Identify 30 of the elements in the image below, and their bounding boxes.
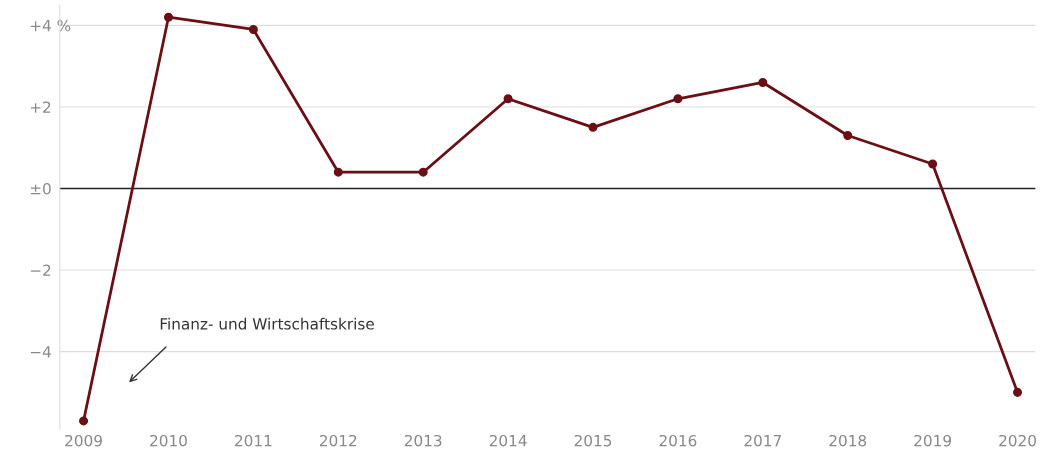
point: [79, 416, 89, 426]
x-tick-label: 2011: [235, 434, 272, 447]
x-tick-label: 2013: [404, 434, 442, 447]
point: [163, 12, 173, 22]
y-tick-label: +4 %: [30, 19, 71, 32]
x-tick-label: 2020: [999, 434, 1036, 447]
point: [418, 167, 428, 177]
point: [333, 167, 343, 177]
y-tick-label: −4: [30, 346, 51, 358]
point: [758, 77, 768, 87]
x-tick-label: 2017: [744, 434, 781, 447]
point: [1013, 387, 1023, 397]
y-tick-label: ±0: [30, 182, 51, 195]
x-tick-label: 2016: [659, 434, 697, 447]
x-tick-label: 2019: [914, 434, 951, 447]
x-tick-label: 2012: [319, 434, 357, 447]
point: [673, 94, 683, 104]
point: [503, 94, 513, 104]
x-tick-label: 2009: [65, 434, 102, 447]
point: [928, 159, 938, 169]
x-tick-label: 2010: [150, 434, 187, 447]
x-tick-label: 2014: [489, 434, 527, 447]
y-tick-label: +2: [30, 101, 51, 113]
point: [843, 130, 853, 140]
point: [248, 24, 258, 34]
y-tick-label: −2: [30, 264, 51, 276]
x-tick-label: 2018: [829, 434, 867, 447]
x-tick-label: 2015: [574, 434, 612, 447]
annotation: Finanz- und Wirtschaftskrise: [160, 317, 374, 330]
point: [588, 122, 598, 132]
